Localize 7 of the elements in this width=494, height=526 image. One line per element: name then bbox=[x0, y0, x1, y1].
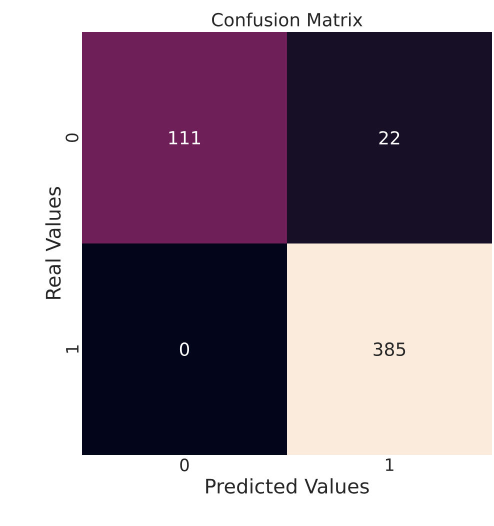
data-label: 0 bbox=[180, 342, 190, 356]
data-label: 385 bbox=[374, 342, 406, 356]
y-axis-title: Real Values bbox=[45, 187, 61, 299]
data-label: 22 bbox=[379, 131, 400, 144]
chart-title: Confusion Matrix bbox=[212, 12, 362, 26]
data-label: 111 bbox=[169, 131, 200, 144]
x-axis-title: Predicted Values bbox=[206, 478, 369, 494]
